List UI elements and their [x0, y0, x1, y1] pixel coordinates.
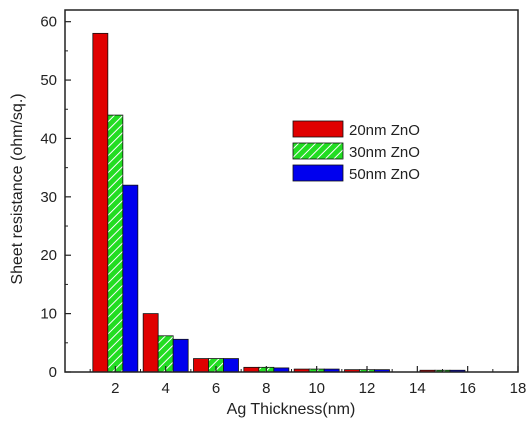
bar-50nm-zno-6 — [223, 358, 239, 373]
x-tick-label-16: 16 — [459, 380, 476, 397]
y-tick-label-60: 60 — [40, 14, 57, 31]
plot-area: 0 10 20 30 40 50 60 2 4 6 8 10 12 14 16 18 — [40, 9, 527, 397]
x-tick-label-8: 8 — [262, 380, 270, 397]
y-tick-label-40: 40 — [40, 130, 57, 147]
x-tick-label-6: 6 — [212, 380, 220, 397]
bar-50nm-zno-2 — [122, 184, 139, 373]
legend-swatch-50nm-zno — [292, 164, 344, 182]
x-tick-label-14: 14 — [409, 380, 426, 397]
bar-20nm-zno-4 — [142, 313, 159, 373]
bar-20nm-zno-2 — [92, 32, 109, 373]
legend-swatch-20nm-zno — [292, 120, 344, 138]
x-tick-label-12: 12 — [359, 380, 376, 397]
bar-20nm-zno-6 — [193, 358, 209, 373]
y-axis-title: Sheet resistance (ohm/sq.) — [9, 93, 26, 284]
x-tick-label-10: 10 — [308, 380, 325, 397]
legend-label-20nm-zno: 20nm ZnO — [349, 122, 420, 139]
x-axis-title: Ag Thickness(nm) — [227, 401, 356, 418]
y-tick-label-0: 0 — [49, 364, 57, 381]
x-tick-label-2: 2 — [111, 380, 119, 397]
y-tick-label-20: 20 — [40, 247, 57, 264]
legend-label-30nm-zno: 30nm ZnO — [349, 144, 420, 161]
bar-30nm-zno-2 — [107, 114, 124, 373]
y-tick-label-50: 50 — [40, 72, 57, 89]
legend-swatch-30nm-zno — [292, 142, 344, 160]
y-tick-label-10: 10 — [40, 306, 57, 323]
legend: 20nm ZnO 30nm ZnO 50nm ZnO — [292, 120, 420, 183]
x-tick-label-4: 4 — [161, 380, 169, 397]
bar-50nm-zno-4 — [172, 338, 189, 373]
legend-label-50nm-zno: 50nm ZnO — [349, 166, 420, 183]
x-tick-label-18: 18 — [510, 380, 527, 397]
y-tick-label-30: 30 — [40, 189, 57, 206]
